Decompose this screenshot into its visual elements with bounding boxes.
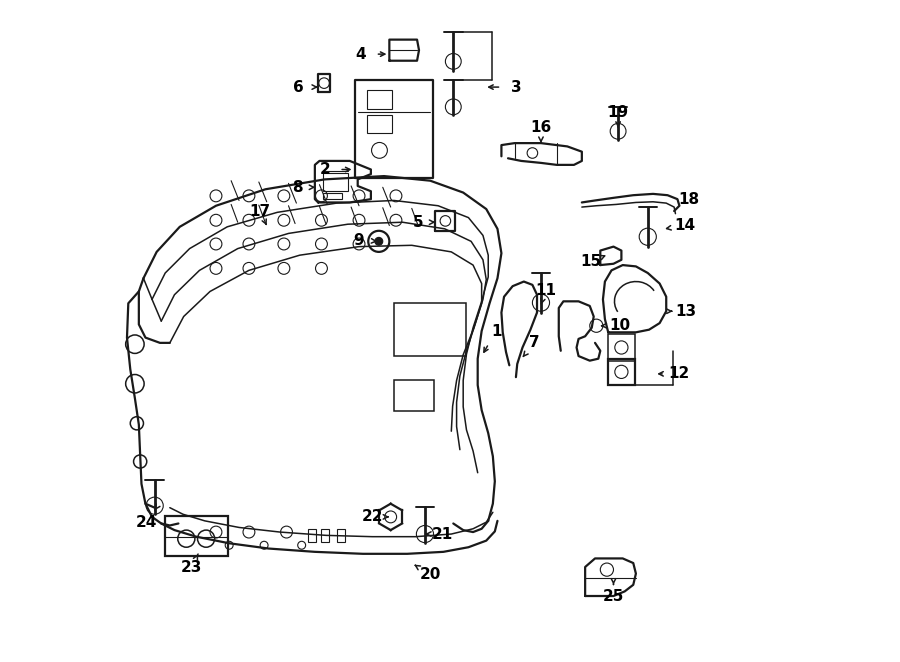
Text: 2: 2	[320, 162, 330, 177]
Text: 23: 23	[181, 559, 202, 575]
Text: 7: 7	[529, 336, 540, 350]
Text: 20: 20	[419, 567, 441, 583]
Text: 11: 11	[536, 283, 556, 298]
Text: 3: 3	[510, 79, 521, 95]
Bar	[394, 380, 434, 411]
Bar	[367, 91, 392, 109]
Text: 18: 18	[678, 192, 699, 207]
Bar	[394, 303, 466, 356]
Bar	[608, 359, 634, 385]
Text: 12: 12	[669, 366, 690, 381]
Text: 24: 24	[136, 514, 158, 530]
Bar	[367, 115, 392, 133]
Text: 13: 13	[675, 304, 697, 318]
Bar	[323, 173, 348, 191]
Text: 19: 19	[608, 105, 629, 120]
Text: 6: 6	[293, 79, 304, 95]
Text: 10: 10	[609, 318, 631, 333]
Text: 4: 4	[356, 46, 366, 62]
Bar	[166, 516, 228, 557]
Text: 22: 22	[362, 509, 383, 524]
Bar	[309, 529, 316, 542]
Bar	[608, 334, 634, 361]
Text: 8: 8	[292, 180, 302, 195]
Text: 25: 25	[603, 589, 625, 604]
Text: 1: 1	[491, 324, 501, 338]
Text: 16: 16	[530, 120, 552, 136]
Bar	[321, 529, 329, 542]
Text: 21: 21	[431, 526, 453, 542]
Bar	[337, 529, 345, 542]
Text: 17: 17	[249, 203, 271, 218]
Bar	[323, 193, 342, 199]
Text: 14: 14	[674, 218, 695, 233]
Circle shape	[374, 238, 382, 246]
Text: 5: 5	[413, 214, 424, 230]
Text: 15: 15	[580, 254, 601, 269]
Text: 9: 9	[354, 232, 364, 248]
